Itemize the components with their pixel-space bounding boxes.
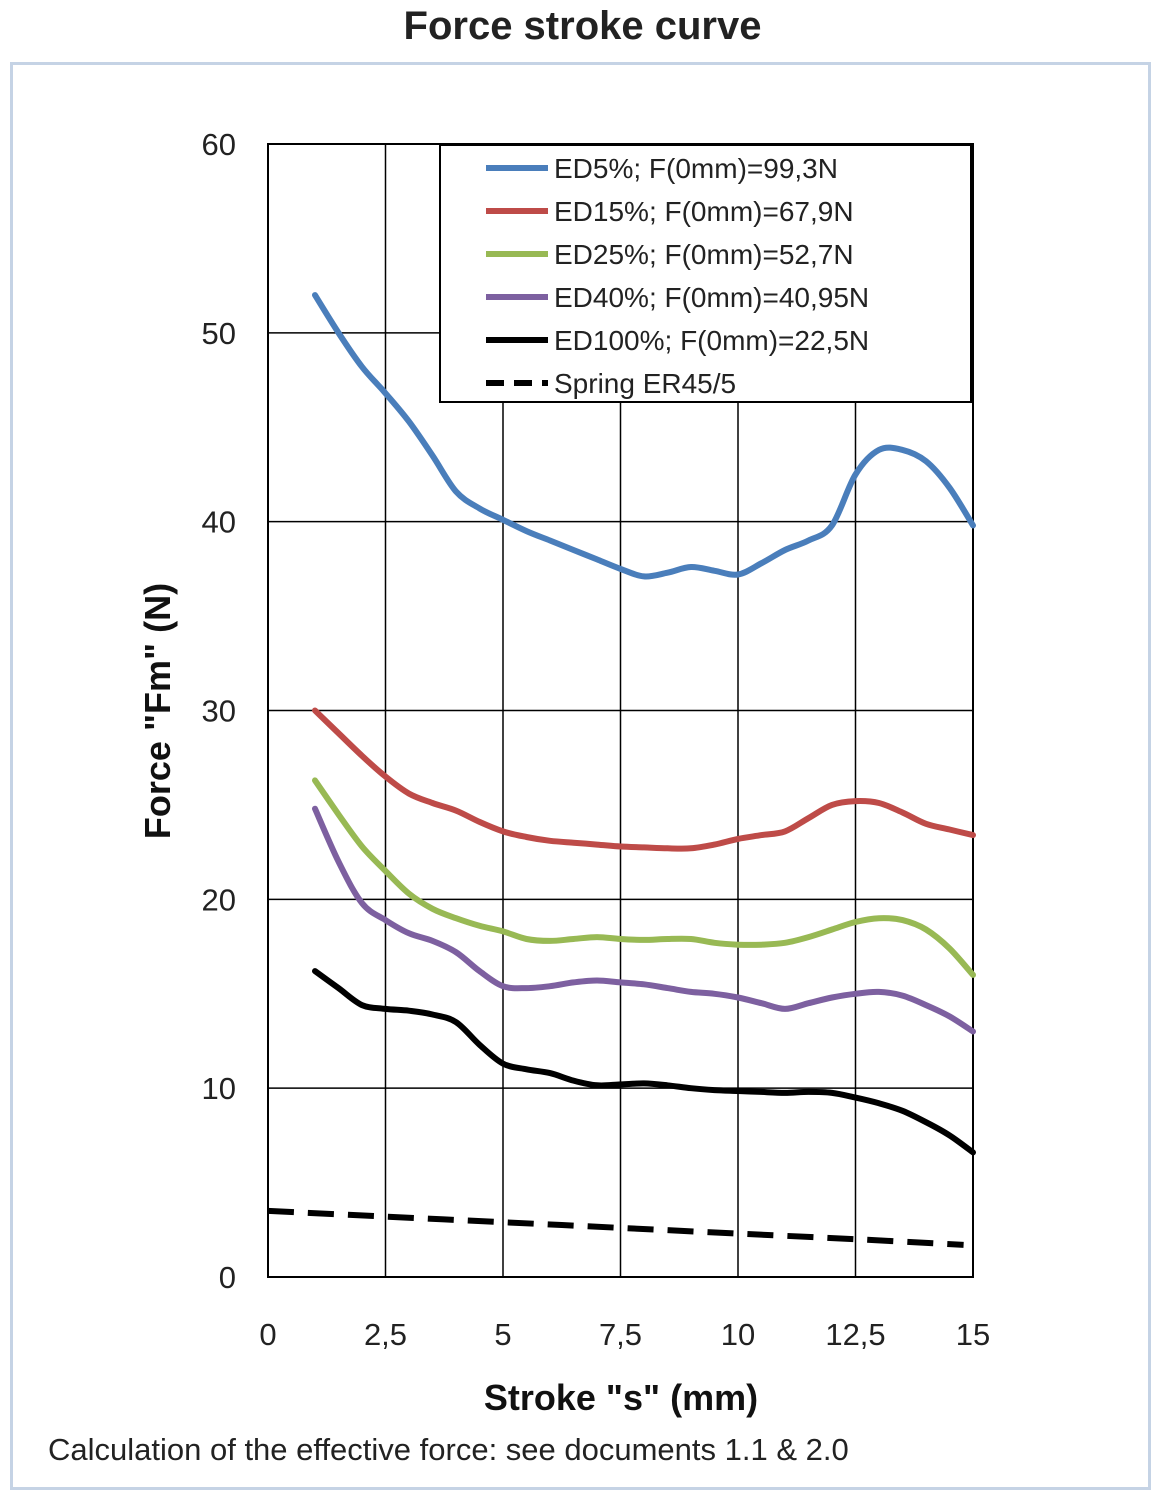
legend-entry-label: ED15%; F(0mm)=67,9N	[554, 196, 854, 227]
legend-entry-label: Spring ER45/5	[554, 368, 736, 399]
series-line-3	[312, 805, 976, 1035]
y-tick-label: 40	[202, 505, 236, 540]
chart-frame	[10, 62, 1151, 1490]
y-tick-label: 30	[202, 694, 236, 729]
x-tick-label: 15	[956, 1317, 990, 1352]
series-line-1	[312, 707, 976, 852]
x-tick-label: 10	[721, 1317, 755, 1352]
y-axis-label: Force "Fm" (N)	[137, 583, 178, 839]
x-tick-label: 5	[494, 1317, 511, 1352]
y-tick-label: 10	[202, 1071, 236, 1106]
series-line-2	[312, 777, 976, 978]
series-line-0	[312, 292, 976, 580]
legend-entry-label: ED25%; F(0mm)=52,7N	[554, 239, 854, 270]
x-tick-label: 2,5	[364, 1317, 407, 1352]
series-line-5	[267, 1207, 964, 1248]
tick-layer: 0 2,5 5 7,5 10 12,5 15 0 10 20 30 40 50 60	[202, 127, 991, 1352]
series-layer	[267, 292, 976, 1248]
legend: ED5%; F(0mm)=99,3N ED15%; F(0mm)=67,9N ED2…	[439, 144, 972, 403]
y-tick-label: 60	[202, 127, 236, 162]
legend-box	[439, 144, 972, 403]
y-tick-label: 50	[202, 316, 236, 351]
x-tick-label: 7,5	[599, 1317, 642, 1352]
x-tick-label: 12,5	[825, 1317, 885, 1352]
legend-entry-label: ED5%; F(0mm)=99,3N	[554, 153, 838, 184]
page-title: Force stroke curve	[403, 4, 762, 48]
grid-layer	[267, 143, 974, 1278]
series-line-4	[312, 968, 976, 1156]
footnote: Calculation of the effective force: see …	[48, 1432, 849, 1467]
x-axis-label: Stroke "s" (mm)	[484, 1377, 758, 1418]
x-tick-label: 0	[259, 1317, 276, 1352]
legend-entry-label: ED40%; F(0mm)=40,95N	[554, 282, 869, 313]
y-tick-label: 0	[219, 1260, 236, 1295]
y-tick-label: 20	[202, 882, 236, 917]
legend-entry-label: ED100%; F(0mm)=22,5N	[554, 325, 869, 356]
